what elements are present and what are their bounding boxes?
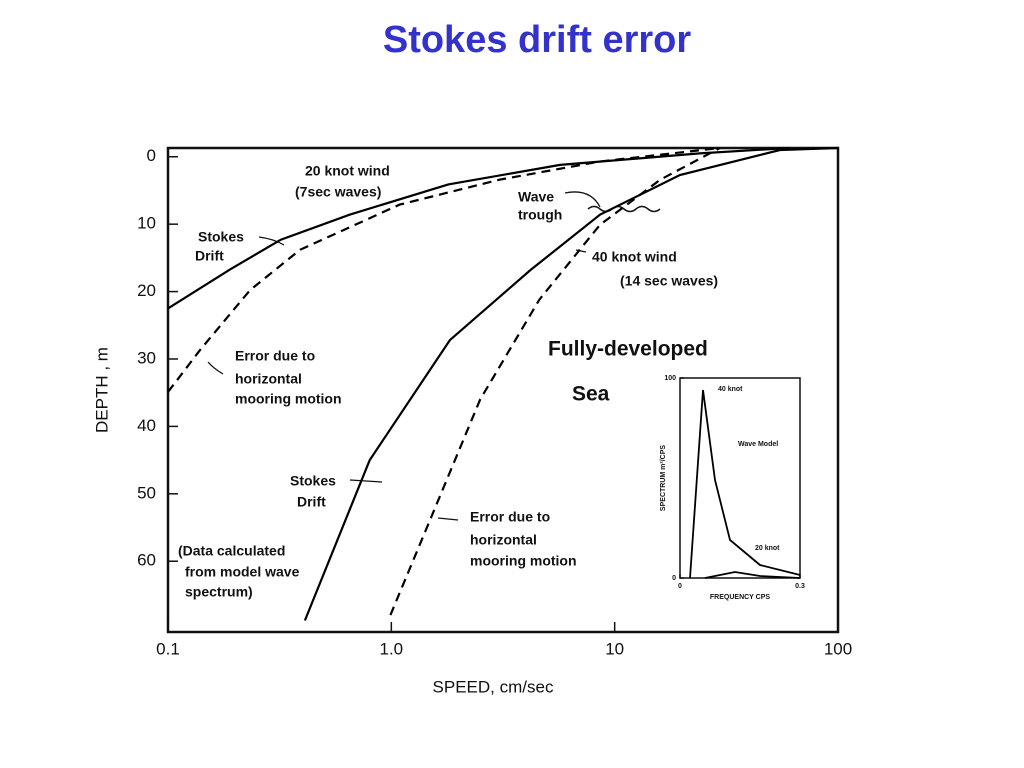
y-tick-label: 100 <box>664 375 676 382</box>
annotation: Stokes <box>290 473 336 489</box>
annotation: 40 knot wind <box>592 249 677 265</box>
annotation: Stokes <box>198 229 244 245</box>
x-axis-label: SPEED, cm/sec <box>433 677 554 696</box>
series-label: 40 knot <box>718 386 743 393</box>
x-tick-label: 10 <box>605 639 624 658</box>
data-line <box>389 147 721 616</box>
x-tick-label: 0.1 <box>156 639 180 658</box>
y-tick-label: 60 <box>137 551 156 570</box>
annotation: horizontal <box>235 371 302 387</box>
x-tick-label: 0 <box>678 583 682 590</box>
annotation: trough <box>518 207 562 223</box>
annotation: Wave <box>518 189 554 205</box>
series-label: 20 knot <box>755 545 780 552</box>
annotation: Wave Model <box>738 441 778 448</box>
wave-trough-symbol <box>587 205 661 213</box>
x-tick-label: 100 <box>824 639 852 658</box>
data-line <box>167 146 789 310</box>
annotation: horizontal <box>470 532 537 548</box>
data-line <box>704 571 801 579</box>
data-line <box>689 389 801 579</box>
pointer-arrow <box>575 249 587 253</box>
y-tick-label: 0 <box>147 146 156 165</box>
annotation: from model wave <box>185 564 300 580</box>
y-axis-label: DEPTH , m <box>92 347 111 433</box>
slide-title: Stokes drift error <box>383 19 692 61</box>
annotation: Drift <box>297 494 326 510</box>
y-tick-label: 30 <box>137 348 156 367</box>
x-tick-label: 1.0 <box>380 639 404 658</box>
annotation: Error due to <box>235 348 315 364</box>
annotation: spectrum) <box>185 584 253 600</box>
annotation: mooring motion <box>235 391 342 407</box>
annotation: (7sec waves) <box>295 184 381 200</box>
y-tick-label: 20 <box>137 281 156 300</box>
x-tick-label: 0.3 <box>795 583 805 590</box>
x-axis-label: FREQUENCY CPS <box>710 594 770 601</box>
inset-frame <box>679 377 801 579</box>
pointer-arrows <box>207 191 601 521</box>
annotation: (Data calculated <box>178 543 285 559</box>
plot-frame <box>166 146 840 634</box>
annotation: 20 knot wind <box>305 163 390 179</box>
y-tick-label: 50 <box>137 483 156 502</box>
y-axis-label: SPECTRUM m²/CPS <box>660 445 667 511</box>
annotation: Error due to <box>470 509 550 525</box>
y-tick-label: 10 <box>137 214 156 233</box>
y-tick-label: 0 <box>672 575 676 582</box>
y-tick-label: 40 <box>137 416 156 435</box>
data-line <box>303 146 839 621</box>
data-line <box>167 146 721 393</box>
annotation: mooring motion <box>470 553 577 569</box>
annotation: Fully-developed <box>548 338 708 361</box>
annotation: (14 sec waves) <box>620 273 718 289</box>
annotation: Sea <box>572 383 610 406</box>
annotation: Drift <box>195 248 224 264</box>
